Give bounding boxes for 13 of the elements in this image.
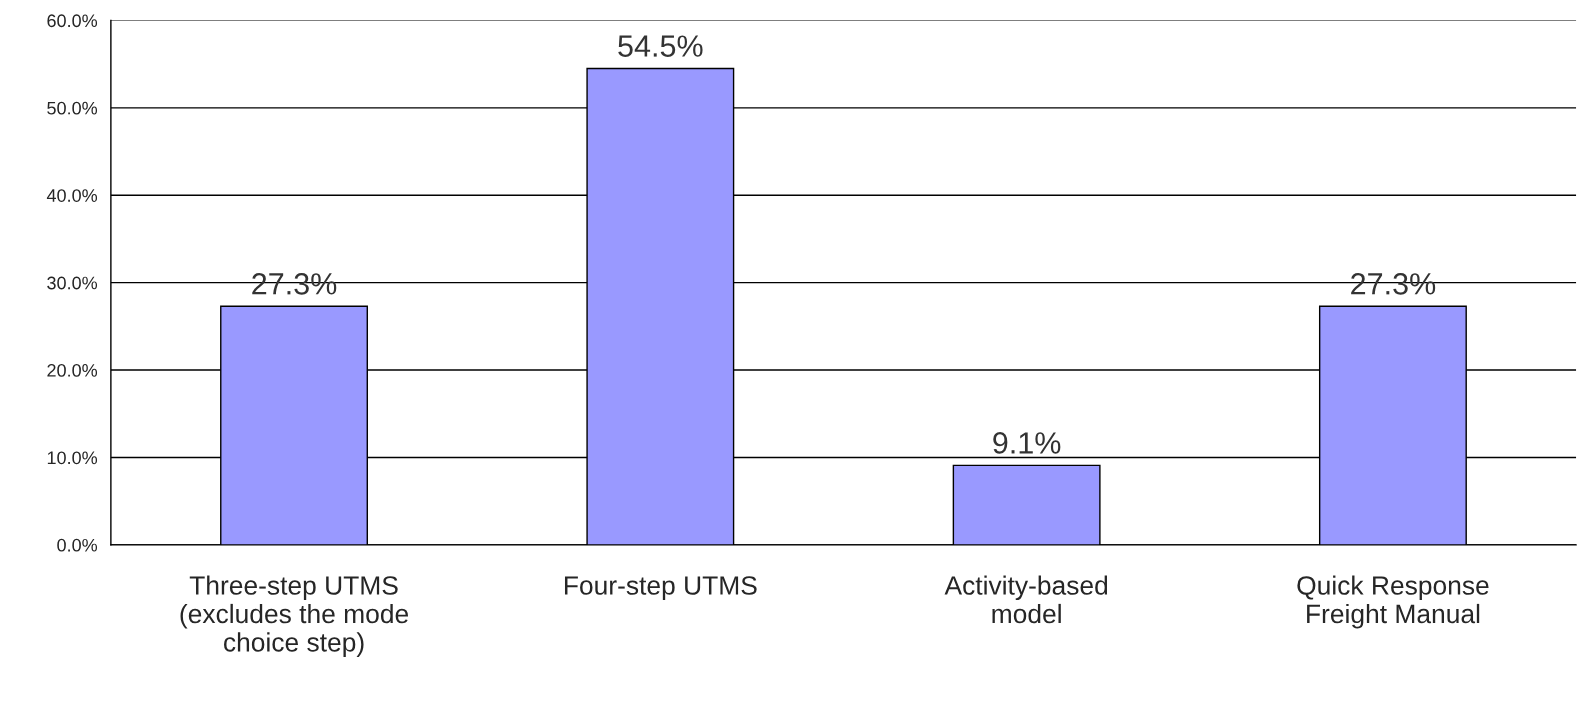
y-tick-label: 10.0%: [47, 451, 98, 465]
y-tick-label: 0.0%: [57, 538, 98, 552]
y-tick-label: 40.0%: [46, 189, 98, 202]
data-label: 54.5%: [618, 35, 703, 57]
x-tick-label: Quick Response Freight Manual: [1297, 575, 1489, 629]
y-tick-label: 60.0%: [47, 14, 98, 28]
y-tick-label: 50.0%: [47, 101, 98, 115]
x-tick-label: Activity-based model: [944, 575, 1108, 624]
y-tick-label: 30.0%: [47, 276, 98, 290]
y-tick-label: 20.0%: [47, 364, 98, 377]
x-tick-label: Four-step UTMS: [564, 576, 757, 601]
data-label: 9.1%: [993, 432, 1061, 454]
x-tick-label: Three-step UTMS (excludes the mode choice step): [180, 575, 409, 657]
